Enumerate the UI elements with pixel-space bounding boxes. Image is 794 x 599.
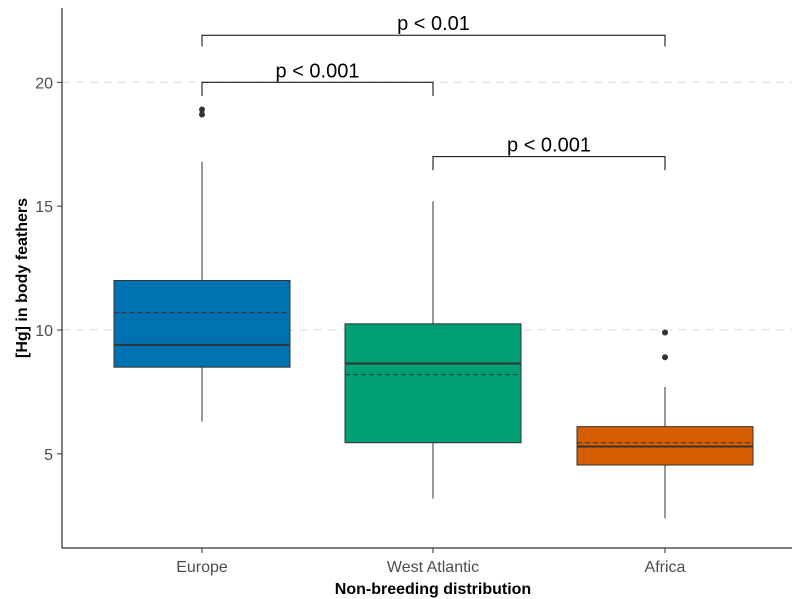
y-tick-label: 15 [35,199,53,216]
x-tick-label: Africa [645,559,686,576]
outlier-point [662,354,668,361]
significance-brackets: p < 0.01 p < 0.001 p < 0.001 [201,13,666,171]
box-body [113,279,291,368]
box-body [344,323,522,444]
box-series [113,106,754,519]
p-value-label: p < 0.001 [507,135,591,157]
p-value-label: p < 0.001 [276,60,360,82]
bracket-line [201,34,666,47]
box-europe [113,106,291,422]
bracket-line [201,81,434,96]
y-axis-title: [Hg] in body feathers [14,198,31,358]
x-tick-label: West Atlantic [387,559,479,576]
outlier-point [662,329,668,336]
y-tick-label: 20 [35,75,53,92]
significance-bracket: p < 0.001 [432,135,666,171]
box-west-atlantic [344,201,522,499]
outlier-point [199,106,205,113]
bracket-line [432,156,666,171]
x-axis-title: Non-breeding distribution [335,581,531,598]
axes: 5 10 15 20 Europe West Atlantic Africa [35,8,792,576]
p-value-label: p < 0.01 [397,13,470,35]
significance-bracket: p < 0.01 [201,13,666,47]
y-tick-label: 5 [44,447,53,464]
significance-bracket: p < 0.001 [201,60,434,96]
x-tick-label: Europe [176,559,228,576]
outlier-point [199,111,205,118]
y-tick-label: 10 [35,323,53,340]
box-africa [576,329,754,519]
